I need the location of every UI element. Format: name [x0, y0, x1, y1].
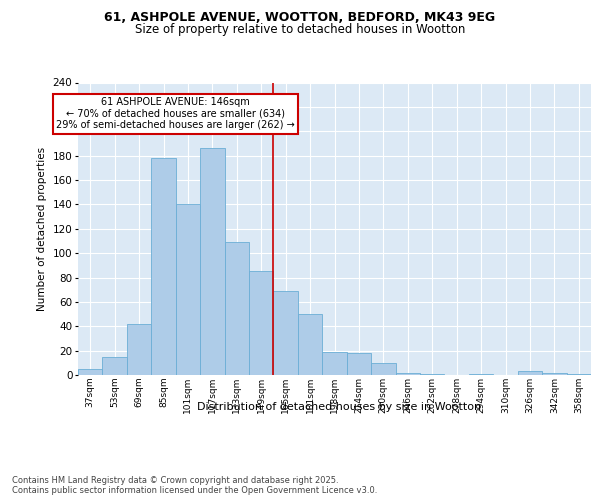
Y-axis label: Number of detached properties: Number of detached properties: [37, 146, 47, 311]
Bar: [176, 204, 200, 375]
Bar: [274, 291, 298, 375]
Bar: [103, 356, 127, 375]
Text: Distribution of detached houses by size in Wootton: Distribution of detached houses by size …: [197, 402, 481, 412]
Bar: [78, 369, 103, 375]
Bar: [566, 374, 591, 375]
Bar: [151, 158, 176, 375]
Bar: [395, 372, 420, 375]
Bar: [347, 353, 371, 375]
Bar: [224, 242, 249, 375]
Bar: [298, 314, 322, 375]
Bar: [249, 272, 274, 375]
Bar: [542, 372, 566, 375]
Text: Size of property relative to detached houses in Wootton: Size of property relative to detached ho…: [135, 22, 465, 36]
Bar: [469, 374, 493, 375]
Bar: [371, 363, 395, 375]
Bar: [322, 352, 347, 375]
Bar: [200, 148, 224, 375]
Text: Contains HM Land Registry data © Crown copyright and database right 2025.
Contai: Contains HM Land Registry data © Crown c…: [12, 476, 377, 495]
Bar: [420, 374, 445, 375]
Text: 61 ASHPOLE AVENUE: 146sqm
← 70% of detached houses are smaller (634)
29% of semi: 61 ASHPOLE AVENUE: 146sqm ← 70% of detac…: [56, 97, 295, 130]
Text: 61, ASHPOLE AVENUE, WOOTTON, BEDFORD, MK43 9EG: 61, ASHPOLE AVENUE, WOOTTON, BEDFORD, MK…: [104, 11, 496, 24]
Bar: [127, 324, 151, 375]
Bar: [518, 372, 542, 375]
